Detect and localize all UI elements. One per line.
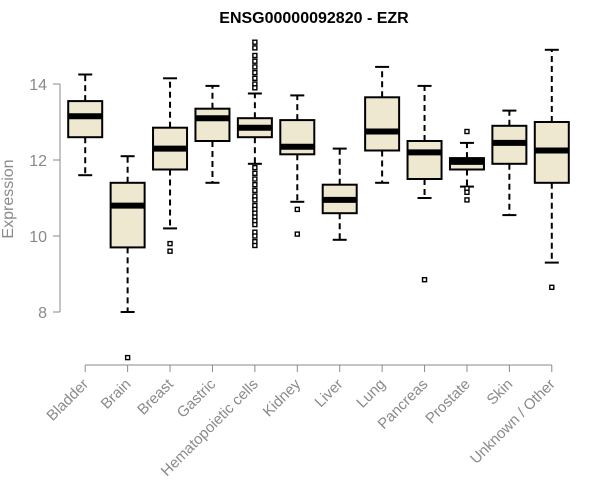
x-tick-label: Lung (353, 376, 389, 412)
box-brain (109, 155, 146, 361)
outlier-point (252, 187, 258, 194)
x-tick-label: Brain (98, 376, 135, 413)
iqr-box (364, 96, 401, 152)
outlier-point (252, 233, 258, 239)
outlier-point (252, 85, 258, 91)
outlier-point (252, 197, 258, 203)
x-tick-label: Skin (484, 376, 517, 409)
outlier-point (167, 240, 173, 247)
x-tick-label: Liver (312, 376, 347, 411)
y-tick-label: 10 (29, 229, 47, 246)
outlier-point (252, 69, 258, 76)
box-skin (491, 109, 528, 217)
outlier-point (464, 197, 470, 203)
outlier-point (252, 45, 258, 51)
x-tick-label: Kidney (260, 375, 305, 420)
plot-area (67, 39, 570, 361)
outlier-point (252, 75, 258, 82)
y-tick-label: 14 (29, 77, 47, 94)
outlier-point (252, 64, 258, 70)
outlier-point (252, 58, 258, 64)
outlier-point (464, 189, 470, 196)
box-kidney (279, 94, 316, 237)
outlier-point (294, 231, 300, 237)
x-tick-label: Breast (134, 375, 177, 418)
box-hematopoietic-cells (236, 39, 273, 249)
outlier-point (167, 248, 173, 254)
outlier-point (252, 181, 258, 188)
box-pancreas (406, 84, 443, 283)
outlier-point (124, 354, 131, 361)
outlier-point (464, 128, 470, 135)
box-unknown-other (533, 48, 570, 290)
outlier-point (252, 170, 258, 177)
x-tick-label: Bladder (43, 376, 92, 425)
box-gastric (194, 84, 231, 184)
outlier-point (252, 164, 258, 171)
outlier-point (252, 52, 258, 59)
box-prostate (448, 128, 485, 203)
box-liver (321, 147, 358, 241)
y-tick-label: 8 (38, 305, 47, 322)
outlier-point (421, 277, 428, 283)
iqr-box (406, 140, 443, 180)
box-breast (152, 77, 189, 254)
box-bladder (67, 73, 104, 177)
outlier-point (549, 284, 555, 290)
y-tick-label: 12 (29, 153, 47, 170)
outlier-point (252, 176, 258, 182)
outlier-point (294, 206, 300, 213)
outlier-point (252, 221, 258, 228)
x-tick-label: Prostate (422, 376, 474, 428)
iqr-box (194, 107, 231, 142)
chart-title: ENSG00000092820 - EZR (219, 10, 409, 27)
outlier-point (252, 242, 258, 249)
y-axis-label: Expression (0, 159, 17, 238)
iqr-box (109, 181, 146, 249)
box-lung (364, 65, 401, 184)
y-axis: 8 10 12 14 (29, 77, 61, 322)
outlier-point (252, 39, 258, 45)
